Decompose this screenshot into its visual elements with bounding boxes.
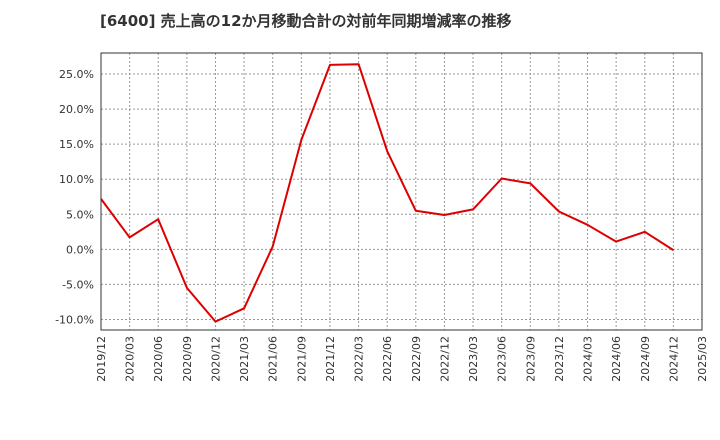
plot-area — [100, 52, 703, 331]
x-tick-label: 2021/09 — [295, 336, 308, 382]
x-tick-label: 2024/03 — [582, 336, 595, 382]
grid-lines — [101, 53, 702, 330]
x-tick-label: 2022/09 — [410, 336, 423, 382]
x-tick-label: 2020/12 — [209, 336, 222, 382]
chart-title: [6400] 売上高の12か月移動合計の対前年同期増減率の推移 — [100, 12, 512, 30]
y-tick-label: 15.0% — [59, 138, 94, 151]
y-tick-label: 10.0% — [59, 173, 94, 186]
x-tick-label: 2024/09 — [639, 336, 652, 382]
x-tick-label: 2024/12 — [667, 336, 680, 382]
x-tick-label: 2020/09 — [181, 336, 194, 382]
x-tick-label: 2023/12 — [553, 336, 566, 382]
x-tick-label: 2019/12 — [95, 336, 108, 382]
series-line — [100, 63, 674, 323]
y-tick-label: 25.0% — [59, 68, 94, 81]
y-tick-label: 0.0% — [66, 243, 94, 256]
x-tick-label: 2021/06 — [267, 336, 280, 382]
x-tick-label: 2022/12 — [438, 336, 451, 382]
y-tick-label: 20.0% — [59, 103, 94, 116]
x-tick-label: 2022/06 — [381, 336, 394, 382]
axis-tick-labels: 2019/12 2020/03 2020/06 2020/09 2020/12 2021/… — [55, 68, 709, 382]
y-tick-label: -10.0% — [55, 313, 94, 326]
x-tick-label: 2024/06 — [610, 336, 623, 382]
x-tick-label: 2020/03 — [124, 336, 137, 382]
x-tick-label: 2025/03 — [696, 336, 709, 382]
x-tick-label: 2023/09 — [524, 336, 537, 382]
y-tick-label: 5.0% — [66, 208, 94, 221]
data-series — [100, 63, 674, 323]
x-tick-label: 2020/06 — [152, 336, 165, 382]
x-tick-label: 2022/03 — [353, 336, 366, 382]
x-tick-label: 2023/03 — [467, 336, 480, 382]
x-tick-label: 2021/12 — [324, 336, 337, 382]
y-tick-label: -5.0% — [62, 278, 94, 291]
x-tick-label: 2021/03 — [238, 336, 251, 382]
x-tick-label: 2023/06 — [496, 336, 509, 382]
